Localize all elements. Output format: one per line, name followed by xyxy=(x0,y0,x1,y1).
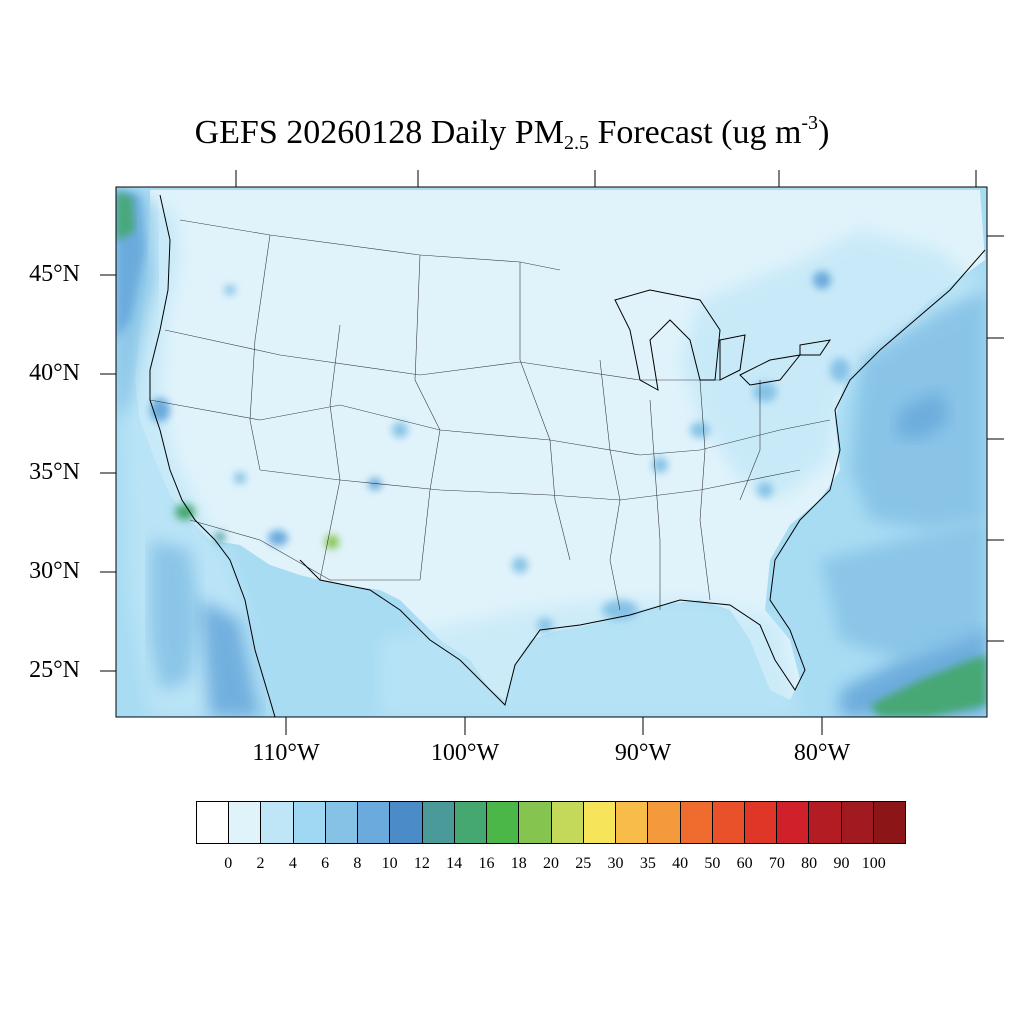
caribbean-core xyxy=(870,655,987,717)
pacific-haze-south xyxy=(150,540,200,690)
colorbar-label: 18 xyxy=(510,855,527,872)
colorbar-label: 8 xyxy=(353,855,362,872)
colorbar-label: 6 xyxy=(321,855,330,872)
colorbar-box xyxy=(487,802,520,843)
colorbar-label: 60 xyxy=(736,855,753,872)
colorbar xyxy=(196,801,906,844)
colorbar-box xyxy=(519,802,552,843)
lon-label-90w: 90°W xyxy=(614,740,672,766)
colorbar-box xyxy=(293,802,326,843)
colorbar-box xyxy=(648,802,681,843)
colorbar-label: 0 xyxy=(224,855,233,872)
colorbar-box xyxy=(873,802,906,843)
pacific-green-north xyxy=(116,192,135,240)
lat-label-25: 25°N xyxy=(29,657,80,683)
colorbar-box xyxy=(583,802,617,843)
colorbar-box xyxy=(551,802,584,843)
colorbar-label: 35 xyxy=(639,855,656,872)
colorbar-label: 2 xyxy=(256,855,265,872)
colorbar-label: 30 xyxy=(607,855,624,872)
colorbar-box xyxy=(422,802,455,843)
atlantic-core xyxy=(895,390,950,440)
lat-label-30: 30°N xyxy=(29,558,80,584)
atlantic-south xyxy=(820,520,987,660)
pacific-core-south xyxy=(200,600,260,717)
axis-ticks xyxy=(100,170,1004,735)
colorbar-label: 16 xyxy=(478,855,495,872)
lon-label-110w: 110°W xyxy=(252,740,320,766)
colorbar-box xyxy=(454,802,488,843)
colorbar-box xyxy=(261,802,294,843)
colorbar-label: 90 xyxy=(833,855,850,872)
colorbar-box xyxy=(841,802,874,843)
colorbar-box xyxy=(390,802,423,843)
colorbar-box xyxy=(616,802,649,843)
colorbar-box xyxy=(229,802,262,843)
colorbar-box xyxy=(325,802,359,843)
colorbar-label: 70 xyxy=(768,855,785,872)
colorbar-labels: 0 2 4 6 8 10 12 14 16 18 20 25 30 35 40 50 60 70 80 90 100 xyxy=(196,855,906,879)
hotspots xyxy=(150,271,850,632)
colorbar-box xyxy=(680,802,713,843)
colorbar-label: 100 xyxy=(861,855,886,872)
colorbar-label: 14 xyxy=(446,855,463,872)
colorbar-label: 20 xyxy=(543,855,559,872)
colorbar-label: 12 xyxy=(413,855,430,872)
lon-label-80w: 80°W xyxy=(793,740,851,766)
colorbar-box xyxy=(197,802,230,843)
map-title: GEFS 20260128 Daily PM2.5 Forecast (ug m… xyxy=(194,112,830,154)
colorbar-label: 50 xyxy=(704,855,721,872)
lat-label-40: 40°N xyxy=(29,360,80,386)
lon-label-100w: 100°W xyxy=(430,740,500,766)
colorbar-label: 40 xyxy=(672,855,689,872)
colorbar-label: 25 xyxy=(575,855,592,872)
colorbar-label: 4 xyxy=(288,855,297,872)
colorbar-box xyxy=(358,802,391,843)
map-frame xyxy=(115,186,988,718)
colorbar-label: 10 xyxy=(381,855,398,872)
colorbar-box xyxy=(809,802,842,843)
haze-band-south xyxy=(380,600,800,717)
colorbar-box xyxy=(712,802,745,843)
colorbar-label: 80 xyxy=(801,855,818,872)
lat-label-45: 45°N xyxy=(29,261,80,287)
lat-label-35: 35°N xyxy=(29,459,80,485)
colorbar-box xyxy=(744,802,778,843)
state-borders xyxy=(149,219,831,611)
colorbar-box xyxy=(777,802,810,843)
